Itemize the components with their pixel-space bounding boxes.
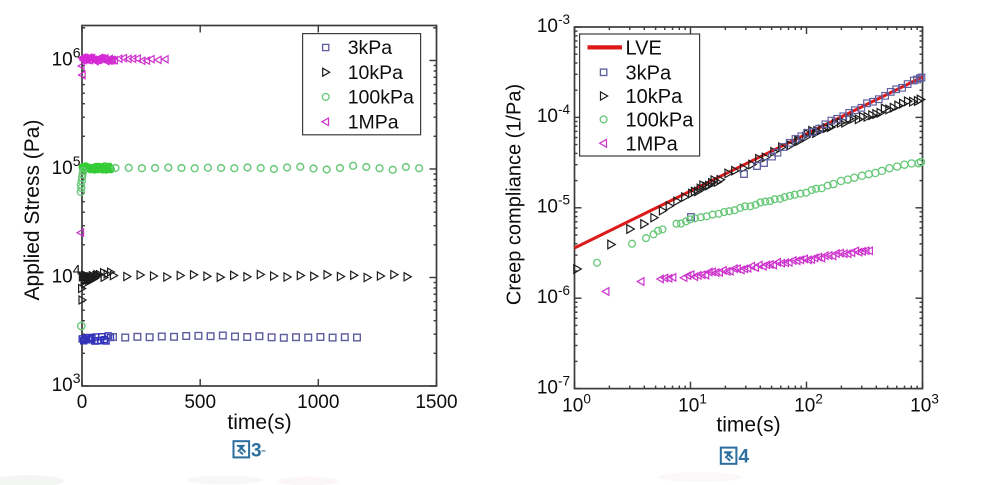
svg-text:4: 4: [739, 447, 750, 468]
svg-text:10kPa: 10kPa: [626, 86, 684, 108]
svg-text:1000: 1000: [297, 392, 339, 413]
svg-text:100kPa: 100kPa: [626, 109, 695, 131]
svg-text:time(s): time(s): [227, 411, 291, 434]
svg-text:10kPa: 10kPa: [348, 62, 403, 84]
svg-text:Applied Stress (Pa): Applied Stress (Pa): [21, 120, 44, 301]
svg-text:0: 0: [77, 392, 88, 413]
svg-text:3: 3: [251, 440, 262, 461]
svg-text:Creep compliance (1/Pa): Creep compliance (1/Pa): [504, 84, 526, 305]
svg-text:500: 500: [184, 392, 216, 413]
svg-text:3kPa: 3kPa: [348, 37, 393, 59]
svg-text:1MPa: 1MPa: [626, 133, 679, 155]
svg-text:3kPa: 3kPa: [626, 62, 672, 84]
svg-text:1MPa: 1MPa: [348, 112, 399, 134]
svg-text:100kPa: 100kPa: [348, 87, 414, 109]
svg-text:102: 102: [794, 391, 823, 416]
svg-text:time(s): time(s): [716, 414, 780, 437]
svg-text:LVE: LVE: [626, 37, 662, 59]
svg-text:1500: 1500: [415, 392, 457, 413]
